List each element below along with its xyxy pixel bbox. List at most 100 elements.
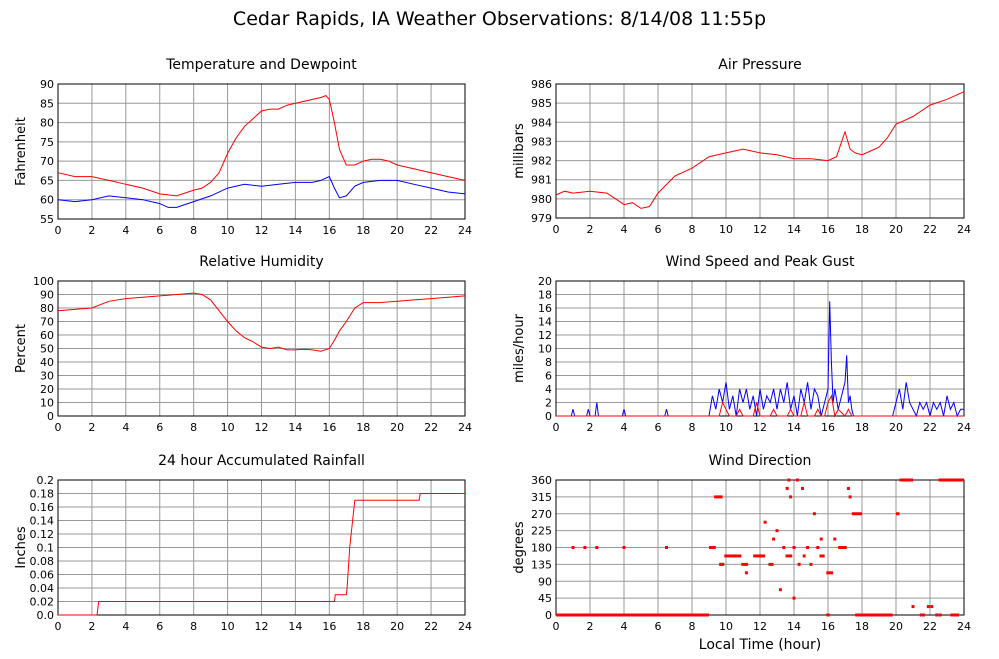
x-tick-label: 20 bbox=[390, 620, 404, 633]
chart-title: 24 hour Accumulated Rainfall bbox=[158, 453, 365, 469]
x-tick-label: 24 bbox=[458, 421, 472, 434]
y-tick-label: 90 bbox=[538, 575, 552, 588]
x-tick-label: 12 bbox=[255, 620, 269, 633]
direction-run bbox=[819, 554, 825, 558]
x-tick-label: 20 bbox=[390, 421, 404, 434]
x-tick-label: 14 bbox=[288, 224, 302, 237]
direction-point bbox=[812, 512, 816, 516]
direction-run bbox=[724, 554, 742, 558]
direction-run bbox=[709, 546, 716, 549]
direction-run bbox=[896, 512, 900, 516]
x-tick-label: 18 bbox=[855, 223, 869, 236]
x-tick-label: 14 bbox=[787, 421, 801, 434]
x-tick-label: 12 bbox=[753, 421, 767, 434]
y-tick-label: 0 bbox=[545, 609, 552, 622]
y-tick-label: 980 bbox=[531, 193, 552, 206]
direction-point bbox=[801, 486, 804, 490]
x-tick-label: 22 bbox=[424, 421, 438, 434]
x-tick-label: 4 bbox=[621, 620, 628, 633]
direction-point bbox=[930, 605, 934, 609]
y-tick-label: 18 bbox=[538, 289, 552, 302]
y-tick-label: 986 bbox=[531, 78, 552, 91]
chart-title: Relative Humidity bbox=[199, 254, 323, 270]
x-tick-label: 12 bbox=[255, 224, 269, 237]
x-tick-label: 2 bbox=[587, 421, 594, 434]
series-line-blue bbox=[556, 301, 964, 418]
x-tick-label: 16 bbox=[821, 620, 835, 633]
x-tick-label: 16 bbox=[821, 421, 835, 434]
series-line-red bbox=[556, 394, 964, 418]
y-tick-label: 55 bbox=[40, 213, 54, 226]
direction-run bbox=[838, 546, 847, 549]
x-tick-label: 22 bbox=[923, 421, 937, 434]
direction-run bbox=[938, 478, 964, 482]
x-tick-label: 10 bbox=[719, 620, 733, 633]
y-tick-label: 270 bbox=[531, 508, 552, 521]
direction-point bbox=[806, 546, 810, 549]
x-tick-label: 24 bbox=[957, 421, 971, 434]
x-tick-label: 22 bbox=[923, 620, 937, 633]
y-axis-label: Percent bbox=[14, 324, 29, 373]
y-tick-label: 80 bbox=[40, 117, 54, 130]
y-tick-label: 60 bbox=[40, 329, 54, 342]
direction-run bbox=[899, 478, 913, 482]
x-tick-label: 20 bbox=[889, 421, 903, 434]
x-tick-label: 4 bbox=[122, 620, 129, 633]
y-tick-label: 0.18 bbox=[30, 488, 55, 501]
y-tick-label: 0.06 bbox=[30, 569, 55, 582]
direction-run bbox=[714, 495, 723, 499]
y-tick-label: 6 bbox=[545, 370, 552, 383]
direction-run bbox=[919, 613, 925, 617]
x-tick-label: 18 bbox=[356, 224, 370, 237]
y-tick-label: 75 bbox=[40, 136, 54, 149]
y-tick-label: 225 bbox=[531, 525, 552, 538]
y-tick-label: 90 bbox=[40, 78, 54, 91]
series-line-red bbox=[57, 95, 466, 197]
x-tick-label: 22 bbox=[424, 620, 438, 633]
x-tick-label: 0 bbox=[55, 224, 62, 237]
direction-point bbox=[792, 596, 796, 600]
y-axis-label: miles/hour bbox=[512, 313, 527, 382]
chart-title: Wind Direction bbox=[709, 453, 812, 469]
y-tick-label: 0 bbox=[47, 410, 54, 423]
x-tick-label: 10 bbox=[221, 421, 235, 434]
direction-point bbox=[926, 605, 930, 609]
x-tick-label: 14 bbox=[288, 421, 302, 434]
y-tick-label: 0.14 bbox=[30, 515, 55, 528]
x-tick-label: 0 bbox=[55, 421, 62, 434]
x-tick-label: 0 bbox=[553, 421, 560, 434]
direction-point bbox=[819, 537, 823, 541]
x-tick-label: 8 bbox=[689, 223, 696, 236]
x-tick-label: 8 bbox=[190, 421, 197, 434]
y-tick-label: 0 bbox=[545, 410, 552, 423]
y-tick-label: 135 bbox=[531, 558, 552, 571]
y-tick-label: 65 bbox=[40, 174, 54, 187]
y-tick-label: 983 bbox=[531, 135, 552, 148]
y-tick-label: 0.16 bbox=[30, 501, 55, 514]
y-tick-label: 85 bbox=[40, 97, 54, 110]
y-tick-label: 981 bbox=[531, 174, 552, 187]
series-line-blue bbox=[57, 175, 466, 208]
y-tick-label: 180 bbox=[531, 542, 552, 555]
direction-run bbox=[950, 613, 959, 617]
y-tick-label: 14 bbox=[538, 316, 552, 329]
y-axis-label: Fahrenheit bbox=[14, 117, 29, 186]
x-tick-label: 16 bbox=[322, 224, 336, 237]
x-tick-label: 6 bbox=[156, 620, 163, 633]
x-tick-label: 18 bbox=[855, 620, 869, 633]
direction-point bbox=[785, 486, 789, 490]
y-tick-label: 100 bbox=[33, 275, 54, 288]
y-tick-label: 20 bbox=[538, 275, 552, 288]
y-tick-label: 20 bbox=[40, 383, 54, 396]
x-tick-label: 14 bbox=[787, 620, 801, 633]
x-tick-label: 22 bbox=[424, 224, 438, 237]
chart-title: Wind Speed and Peak Gust bbox=[666, 254, 855, 270]
direction-point bbox=[789, 495, 793, 499]
y-tick-label: 360 bbox=[531, 474, 552, 487]
